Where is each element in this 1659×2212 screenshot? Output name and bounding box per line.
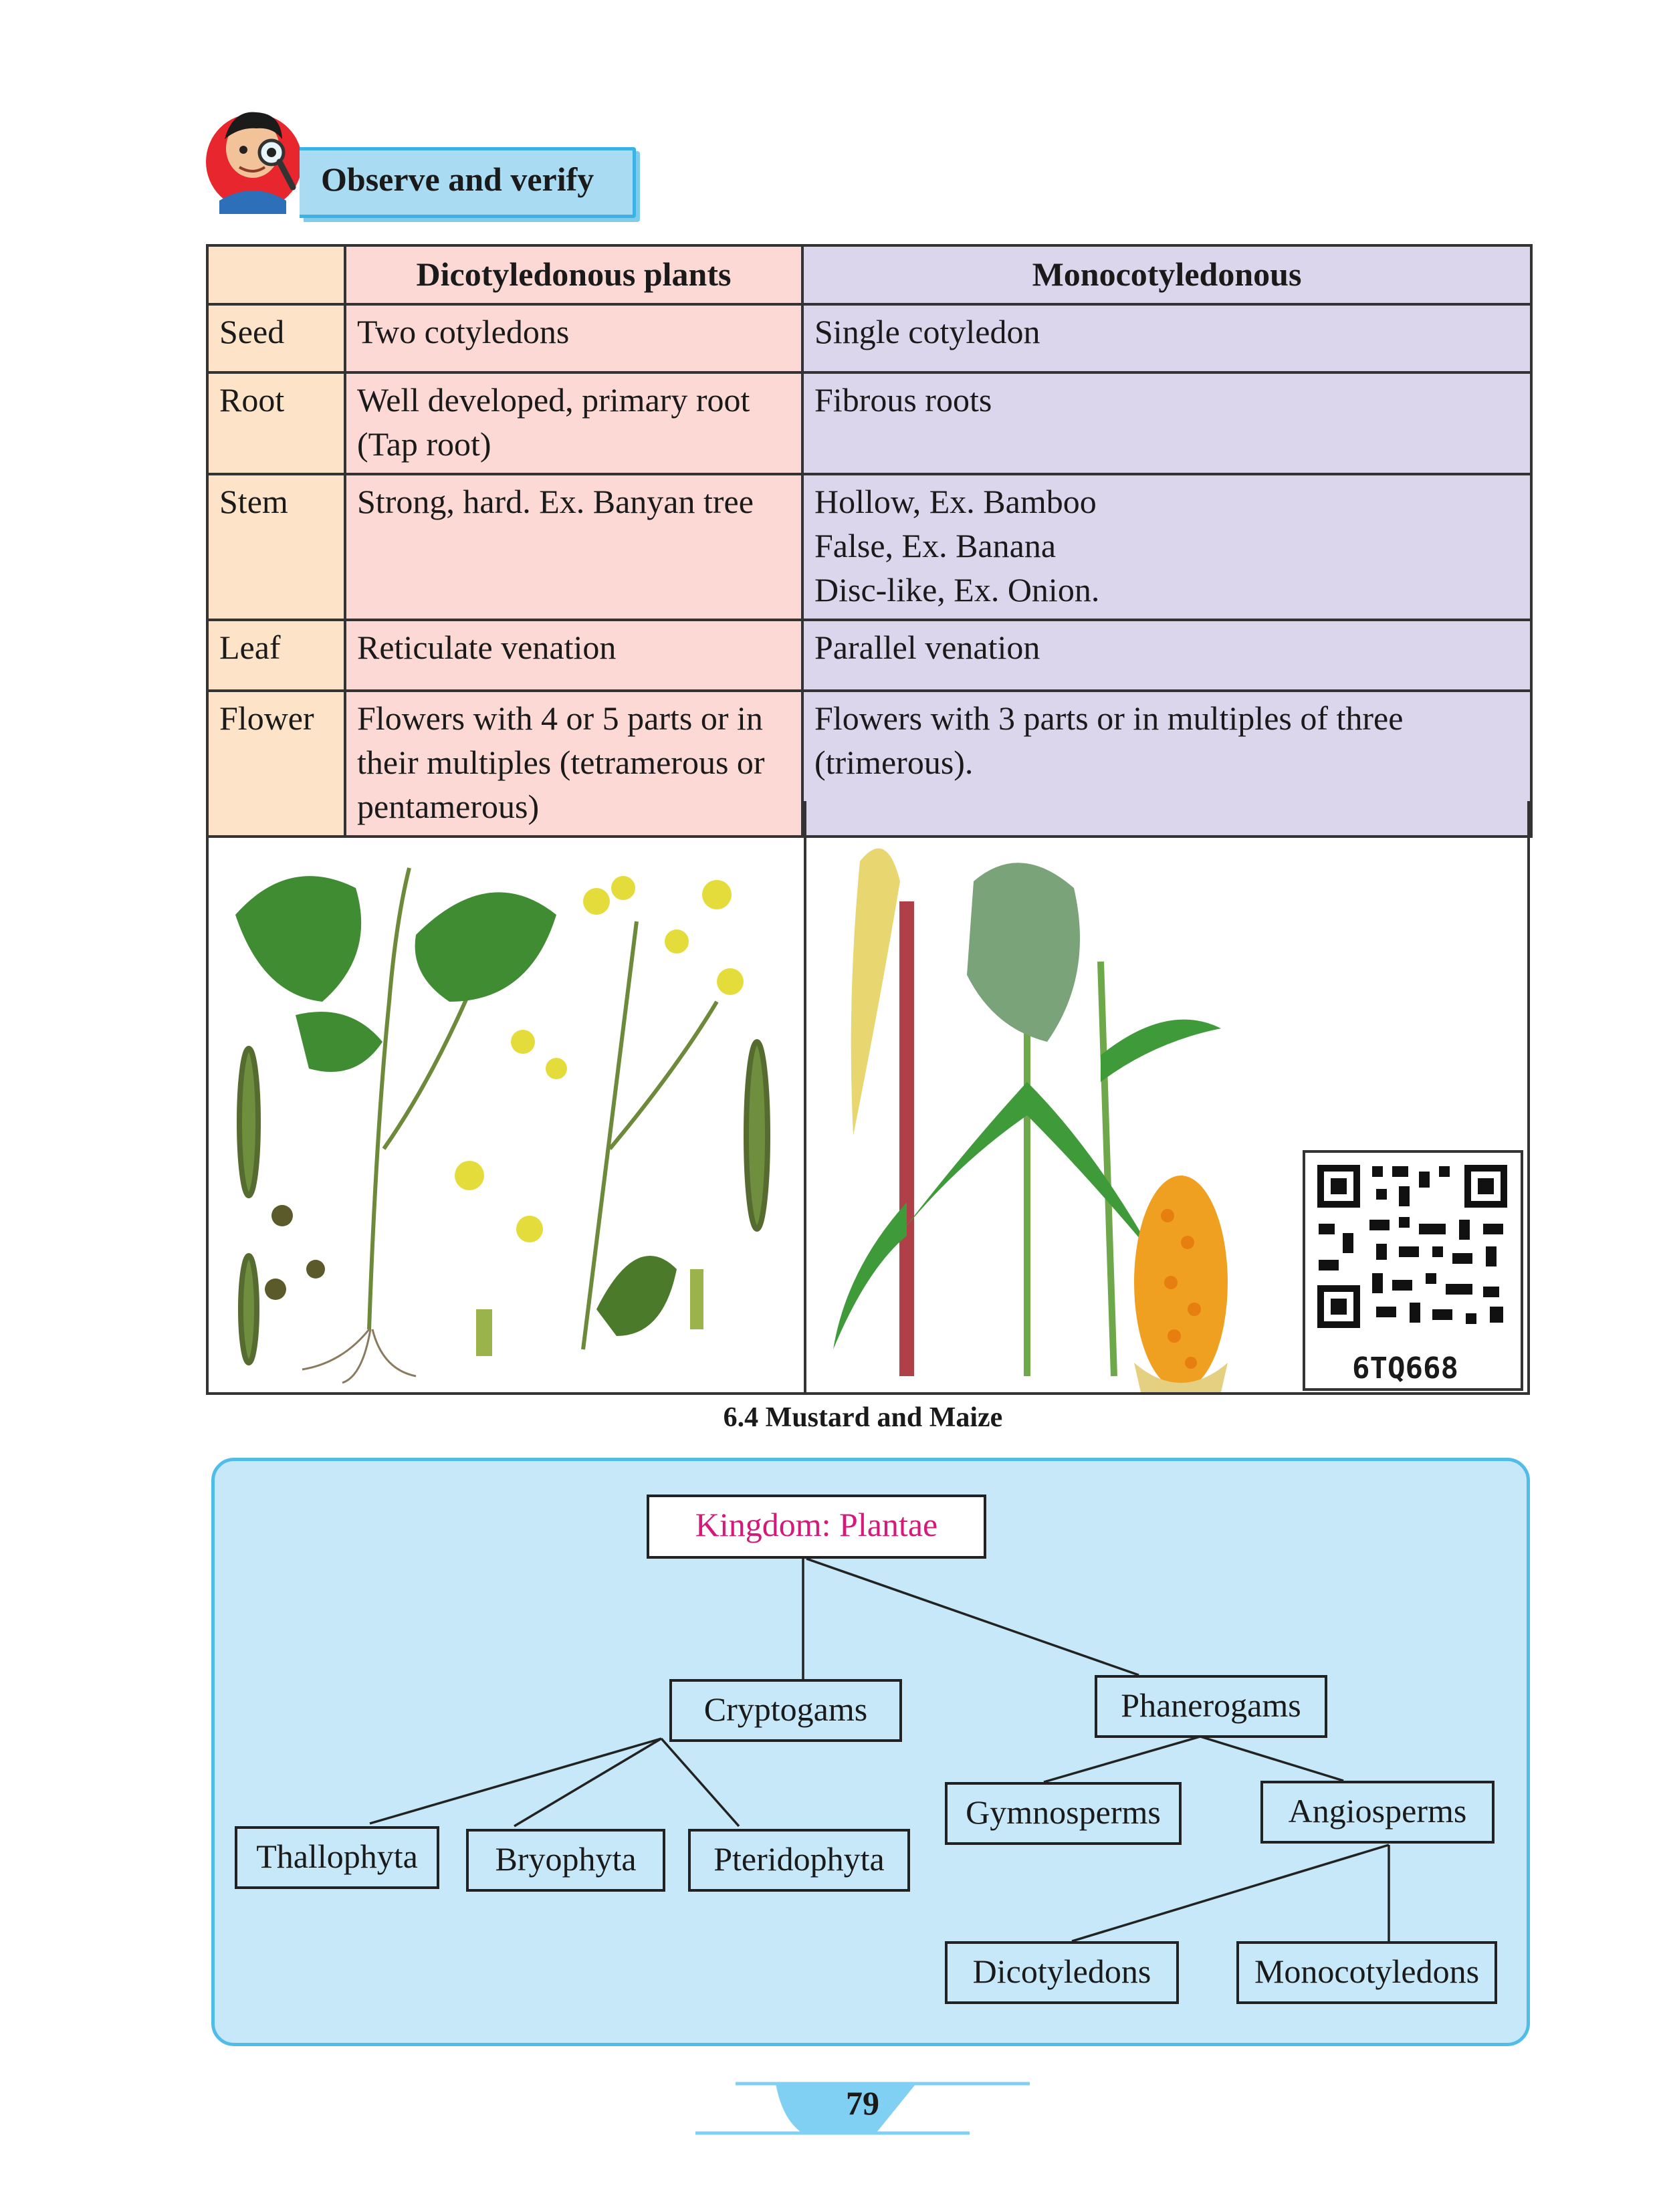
row-feature: Stem xyxy=(206,473,346,621)
cell-line: (Tap root) xyxy=(357,425,491,463)
cell-line: False, Ex. Banana xyxy=(814,527,1057,564)
activity-header: Observe and verify xyxy=(206,100,647,221)
plant-figure: 6TQ668 xyxy=(206,801,1530,1395)
cell-line: Reticulate venation xyxy=(357,629,617,666)
thallophyta-node: Thallophyta xyxy=(235,1826,439,1889)
qr-code-icon xyxy=(1317,1165,1507,1328)
row-monocot: Parallel venation xyxy=(801,619,1533,692)
cell-line: Strong, hard. Ex. Banyan tree xyxy=(357,483,754,520)
bryophyta-node: Bryophyta xyxy=(466,1829,665,1892)
table-header-monocot: Monocotyledonous xyxy=(801,244,1533,306)
page-number-tab: 79 xyxy=(695,2080,1030,2140)
mustard-plant-illustration xyxy=(235,867,770,1384)
row-dicot: Strong, hard. Ex. Banyan tree xyxy=(344,473,804,621)
cryptogams-node: Cryptogams xyxy=(669,1679,902,1742)
row-monocot: Flowers with 3 parts or in multiples of … xyxy=(801,689,1533,838)
page-number-shape xyxy=(695,2082,1030,2135)
cell-line: Hollow, Ex. Bamboo xyxy=(814,483,1097,520)
gymnosperms-node: Gymnosperms xyxy=(945,1782,1182,1845)
activity-label-box: Observe and verify xyxy=(300,147,636,218)
qr-code-box[interactable]: 6TQ668 xyxy=(1303,1150,1523,1391)
cell-line: Disc-like, Ex. Onion. xyxy=(814,571,1100,609)
row-feature: Root xyxy=(206,371,346,475)
table-row: Seed Two cotyledons Single cotyledon xyxy=(206,303,1533,374)
pteridophyta-node: Pteridophyta xyxy=(688,1829,910,1892)
plant-classification-diagram: Kingdom: Plantae Cryptogams Phanerogams … xyxy=(211,1458,1530,2046)
row-feature: Flower xyxy=(206,689,346,838)
cell-line: Well developed, primary root xyxy=(357,381,750,419)
page-number: 79 xyxy=(846,2084,879,2122)
dicotyledons-node: Dicotyledons xyxy=(945,1941,1179,2004)
cell-line: Parallel venation xyxy=(814,629,1040,666)
table-header-feature xyxy=(206,244,346,306)
table-header-dicot: Dicotyledonous plants xyxy=(344,244,804,306)
row-feature: Leaf xyxy=(206,619,346,692)
phanerogams-node: Phanerogams xyxy=(1095,1675,1327,1738)
table-row: Stem Strong, hard. Ex. Banyan tree Hollo… xyxy=(206,473,1533,621)
cell-line: Single cotyledon xyxy=(814,313,1040,350)
comparison-table: Dicotyledonous plants Monocotyledonous S… xyxy=(206,244,1533,838)
table-header-row: Dicotyledonous plants Monocotyledonous xyxy=(206,244,1533,306)
row-monocot: Hollow, Ex. Bamboo False, Ex. Banana Dis… xyxy=(801,473,1533,621)
monocotyledons-node: Monocotyledons xyxy=(1236,1941,1497,2004)
row-feature: Seed xyxy=(206,303,346,374)
maize-plant-illustration xyxy=(833,848,1228,1392)
qr-code-text: 6TQ668 xyxy=(1352,1351,1458,1386)
angiosperms-node: Angiosperms xyxy=(1260,1781,1495,1844)
row-dicot: Two cotyledons xyxy=(344,303,804,374)
figure-caption: 6.4 Mustard and Maize xyxy=(723,1402,1003,1433)
kingdom-plantae-node: Kingdom: Plantae xyxy=(647,1495,986,1559)
row-dicot: Well developed, primary root (Tap root) xyxy=(344,371,804,475)
cell-line: Fibrous roots xyxy=(814,381,992,419)
row-dicot: Reticulate venation xyxy=(344,619,804,692)
table-row: Leaf Reticulate venation Parallel venati… xyxy=(206,619,1533,692)
row-monocot: Fibrous roots xyxy=(801,371,1533,475)
diagram-connectors xyxy=(369,1557,1390,1943)
table-row: Flower Flowers with 4 or 5 parts or in t… xyxy=(206,689,1533,838)
cell-line: Two cotyledons xyxy=(357,313,570,350)
row-dicot: Flowers with 4 or 5 parts or in their mu… xyxy=(344,689,804,838)
boy-with-magnifier-icon xyxy=(206,112,302,214)
figure-divider xyxy=(804,801,806,1392)
table-row: Root Well developed, primary root (Tap r… xyxy=(206,371,1533,475)
row-monocot: Single cotyledon xyxy=(801,303,1533,374)
activity-label: Observe and verify xyxy=(321,160,594,198)
